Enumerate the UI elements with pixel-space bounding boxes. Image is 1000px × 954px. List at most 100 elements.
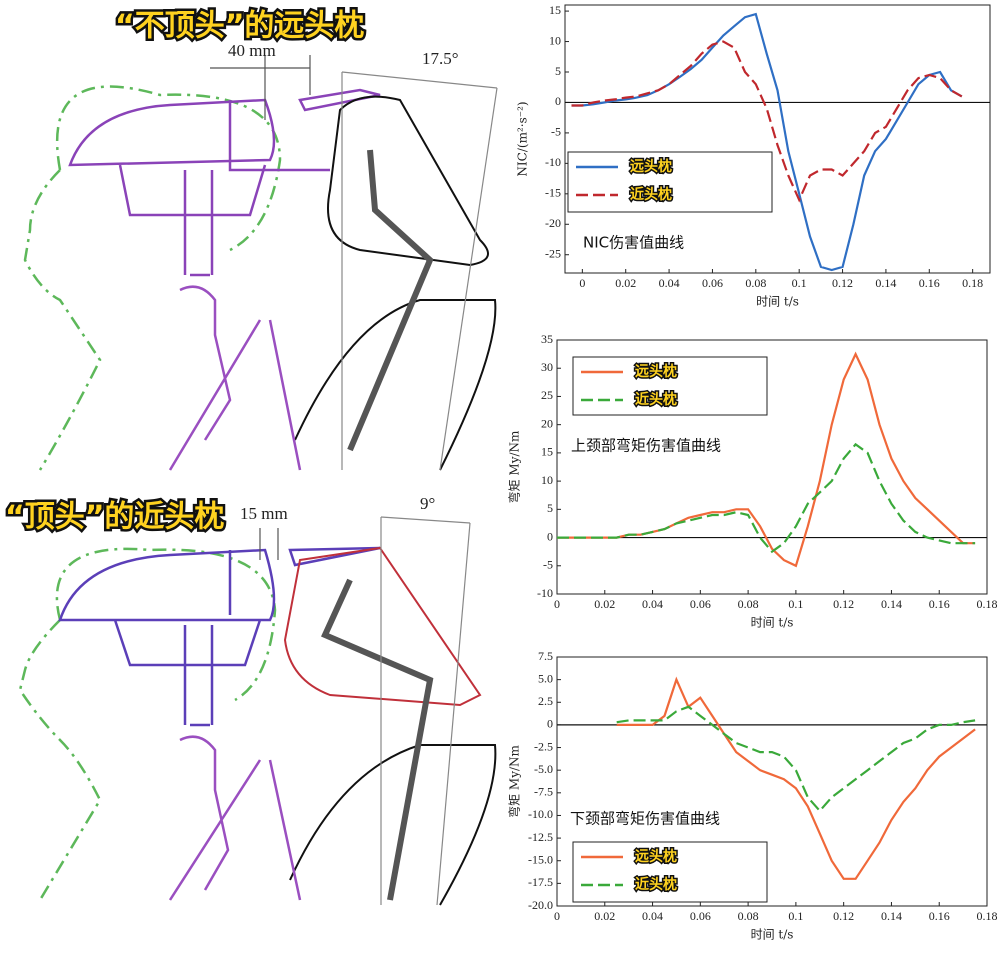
y-tick-label: -20.0 bbox=[528, 898, 553, 912]
y-tick-label: 25 bbox=[541, 388, 553, 402]
y-tick-label: 30 bbox=[541, 360, 553, 374]
x-tick-label: 0.18 bbox=[977, 909, 998, 923]
seat-outline bbox=[294, 95, 497, 471]
neck bbox=[168, 735, 302, 901]
y-tick-label: 0 bbox=[547, 529, 553, 543]
x-tick-label: 0.12 bbox=[832, 276, 853, 290]
y-tick-label: -7.5 bbox=[534, 785, 553, 799]
head-outline bbox=[23, 85, 282, 471]
y-tick-label: 10 bbox=[549, 33, 561, 47]
rod bbox=[228, 88, 381, 172]
angle-line bbox=[436, 522, 471, 906]
y-tick-label: -10 bbox=[537, 586, 553, 600]
angle-line bbox=[439, 87, 498, 471]
y-tick-label: 20 bbox=[541, 416, 553, 430]
x-tick-label: 0.16 bbox=[929, 909, 950, 923]
y-tick-label: 10 bbox=[541, 473, 553, 487]
y-tick-label: 5 bbox=[555, 64, 561, 78]
x-tick-label: 0.08 bbox=[745, 276, 766, 290]
rod bbox=[228, 546, 381, 615]
y-tick-label: -2.5 bbox=[534, 739, 553, 753]
y-tick-label: -12.5 bbox=[528, 830, 553, 844]
plot-frame bbox=[564, 4, 991, 274]
y-tick-label: 0 bbox=[555, 94, 561, 108]
y-tick-label: 35 bbox=[541, 332, 553, 346]
angle-line bbox=[380, 516, 471, 524]
x-tick-label: 0 bbox=[579, 276, 585, 290]
plot-frame bbox=[556, 656, 988, 907]
x-tick-label: 0.04 bbox=[659, 276, 680, 290]
data-line bbox=[616, 676, 976, 880]
plot-frame bbox=[556, 339, 988, 595]
y-tick-label: 5.0 bbox=[538, 671, 553, 685]
x-tick-label: 0.08 bbox=[738, 909, 759, 923]
x-tick-label: 0.08 bbox=[738, 597, 759, 611]
gap-label: 15 mm bbox=[240, 504, 288, 523]
y-axis-label: 弯矩 My/Nm bbox=[507, 430, 522, 503]
legend-label: 远头枕 bbox=[635, 363, 677, 380]
x-tick-label: 0.1 bbox=[792, 276, 807, 290]
x-tick-label: 0.06 bbox=[690, 909, 711, 923]
y-tick-label: -15.0 bbox=[528, 852, 553, 866]
y-tick-label: -10.0 bbox=[528, 807, 553, 821]
x-tick-label: 0.1 bbox=[788, 909, 803, 923]
legend-box bbox=[567, 151, 773, 213]
y-tick-label: -10 bbox=[545, 155, 561, 169]
annotation: NIC伤害值曲线 bbox=[583, 234, 684, 252]
gap-marker bbox=[210, 55, 311, 120]
y-tick-label: -25 bbox=[545, 246, 561, 260]
data-line bbox=[616, 705, 976, 813]
diagram: “不顶头”的远头枕 40 mm 17.5° “顶头”的近头枕 15 mm 9° bbox=[3, 6, 498, 906]
x-tick-label: 0.02 bbox=[594, 597, 615, 611]
y-axis-label: NIC/(m²·s⁻²) bbox=[516, 101, 530, 176]
legend-box bbox=[572, 356, 768, 416]
annotation: 上颈部弯矩伤害值曲线 bbox=[571, 437, 721, 455]
x-tick-label: 0.1 bbox=[788, 597, 803, 611]
head-outline bbox=[18, 547, 277, 901]
x-tick-label: 0.16 bbox=[919, 276, 940, 290]
y-tick-label: -15 bbox=[545, 186, 561, 200]
diagram-title: “顶头”的近头枕 bbox=[5, 500, 224, 535]
gap-marker bbox=[259, 528, 279, 560]
y-tick-label: 15 bbox=[549, 3, 561, 17]
x-axis-label: 时间 t/s bbox=[751, 616, 794, 630]
y-tick-label: -20 bbox=[545, 216, 561, 230]
legend-box bbox=[572, 841, 768, 903]
x-tick-label: 0 bbox=[554, 597, 560, 611]
legend-label: 远头枕 bbox=[635, 848, 677, 865]
x-axis-label: 时间 t/s bbox=[751, 928, 794, 942]
diagram-title: “不顶头”的远头枕 bbox=[115, 9, 364, 44]
x-tick-label: 0 bbox=[554, 909, 560, 923]
y-tick-label: 2.5 bbox=[538, 694, 553, 708]
y-tick-label: -5 bbox=[543, 558, 553, 572]
data-line bbox=[571, 40, 963, 203]
data-line bbox=[557, 442, 976, 554]
x-tick-label: 0.06 bbox=[690, 597, 711, 611]
legend-label: 近头枕 bbox=[635, 876, 677, 893]
angle-line bbox=[341, 71, 498, 89]
x-tick-label: 0.02 bbox=[615, 276, 636, 290]
neck bbox=[168, 285, 302, 471]
legend-label: 近头枕 bbox=[630, 186, 672, 203]
annotation: 下颈部弯矩伤害值曲线 bbox=[570, 810, 720, 828]
headrest-near bbox=[58, 548, 276, 727]
angle-label: 17.5° bbox=[422, 49, 459, 68]
seat-near bbox=[283, 546, 482, 707]
y-tick-label: 7.5 bbox=[538, 649, 553, 663]
x-tick-label: 0.14 bbox=[881, 909, 902, 923]
y-tick-label: 5 bbox=[547, 501, 553, 515]
x-tick-label: 0.12 bbox=[833, 597, 854, 611]
x-tick-label: 0.02 bbox=[594, 909, 615, 923]
x-tick-label: 0.18 bbox=[962, 276, 983, 290]
gap-label: 40 mm bbox=[228, 41, 276, 60]
x-tick-label: 0.04 bbox=[642, 597, 663, 611]
legend-label: 近头枕 bbox=[635, 391, 677, 408]
x-axis-label: 时间 t/s bbox=[756, 295, 799, 309]
data-line bbox=[571, 12, 963, 272]
x-tick-label: 0.16 bbox=[929, 597, 950, 611]
y-tick-label: -17.5 bbox=[528, 875, 553, 889]
y-tick-label: 15 bbox=[541, 445, 553, 459]
post bbox=[321, 578, 434, 901]
y-tick-label: 0 bbox=[547, 717, 553, 731]
